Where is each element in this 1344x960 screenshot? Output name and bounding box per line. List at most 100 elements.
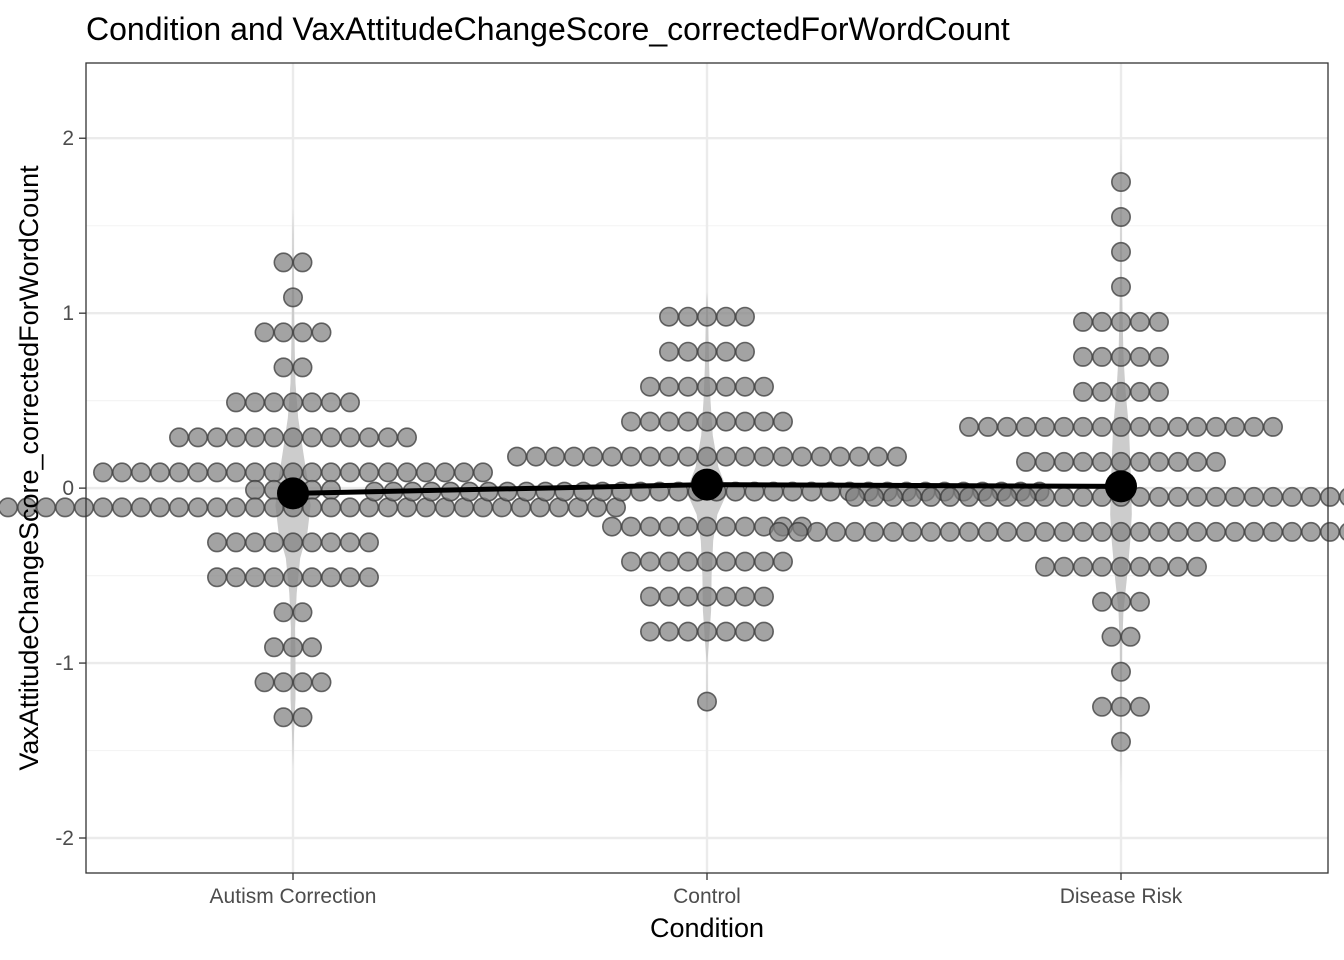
- data-point: [1073, 451, 1094, 472]
- data-point: [292, 322, 313, 343]
- data-point: [939, 486, 960, 507]
- data-point: [1101, 626, 1122, 647]
- data-point: [74, 497, 95, 518]
- data-point: [1320, 521, 1341, 542]
- data-point: [150, 462, 171, 483]
- data-point: [453, 462, 474, 483]
- data-point: [226, 567, 247, 588]
- data-point: [525, 446, 546, 467]
- data-point: [112, 497, 133, 518]
- data-point: [1092, 591, 1113, 612]
- data-point: [54, 497, 75, 518]
- data-point: [301, 567, 322, 588]
- data-point: [620, 516, 641, 537]
- data-point: [1015, 451, 1036, 472]
- data-point: [339, 532, 360, 553]
- violin-control: [686, 292, 728, 721]
- x-tick-label: Disease Risk: [1060, 885, 1183, 908]
- data-point: [535, 481, 556, 502]
- data-point: [301, 462, 322, 483]
- data-point: [254, 322, 275, 343]
- data-point: [658, 306, 679, 327]
- chart-title: Condition and VaxAttitudeChangeScore_cor…: [86, 11, 1010, 47]
- data-point: [753, 376, 774, 397]
- data-point: [320, 497, 341, 518]
- data-point: [753, 551, 774, 572]
- data-point: [292, 602, 313, 623]
- data-point: [1073, 381, 1094, 402]
- data-point: [1244, 486, 1265, 507]
- data-point: [1015, 416, 1036, 437]
- data-point: [1015, 521, 1036, 542]
- data-point: [753, 411, 774, 432]
- data-point: [753, 446, 774, 467]
- data-point: [339, 427, 360, 448]
- data-point: [863, 486, 884, 507]
- data-point: [131, 497, 152, 518]
- data-point: [1168, 521, 1189, 542]
- data-point: [263, 462, 284, 483]
- data-point: [434, 462, 455, 483]
- data-point: [620, 446, 641, 467]
- data-point: [1035, 521, 1056, 542]
- data-point: [1149, 416, 1170, 437]
- data-point: [1149, 381, 1170, 402]
- data-point: [1168, 486, 1189, 507]
- data-point: [1130, 451, 1151, 472]
- data-point: [1187, 416, 1208, 437]
- data-point: [245, 479, 266, 500]
- data-point: [169, 497, 190, 518]
- data-point: [1301, 521, 1322, 542]
- data-point: [1111, 311, 1132, 332]
- data-point: [1035, 416, 1056, 437]
- data-point: [358, 567, 379, 588]
- data-point: [867, 446, 888, 467]
- data-point: [1092, 381, 1113, 402]
- data-point: [311, 322, 332, 343]
- data-point: [254, 672, 275, 693]
- data-point: [1073, 486, 1094, 507]
- data-point: [1320, 486, 1341, 507]
- data-point: [753, 586, 774, 607]
- data-point: [1282, 521, 1303, 542]
- data-point: [320, 427, 341, 448]
- data-point: [273, 357, 294, 378]
- data-point: [1092, 451, 1113, 472]
- data-point: [901, 486, 922, 507]
- data-point: [301, 532, 322, 553]
- data-point: [1263, 486, 1284, 507]
- data-point: [1263, 416, 1284, 437]
- data-point: [825, 521, 846, 542]
- data-point: [1092, 521, 1113, 542]
- data-point: [639, 446, 660, 467]
- data-point: [415, 462, 436, 483]
- data-point: [639, 551, 660, 572]
- data-point: [1111, 731, 1132, 752]
- data-point: [131, 462, 152, 483]
- data-point: [1282, 486, 1303, 507]
- data-point: [1244, 416, 1265, 437]
- y-axis-title: VaxAttitudeChangeScore_correctedForWordC…: [14, 165, 44, 771]
- data-point: [358, 462, 379, 483]
- data-point: [753, 621, 774, 642]
- data-point: [658, 411, 679, 432]
- data-point: [339, 567, 360, 588]
- data-point: [320, 392, 341, 413]
- data-point: [658, 516, 679, 537]
- data-point: [582, 446, 603, 467]
- data-point: [677, 586, 698, 607]
- data-point: [901, 521, 922, 542]
- data-point: [320, 479, 341, 500]
- data-point: [245, 567, 266, 588]
- data-point: [245, 497, 266, 518]
- y-tick-label: 0: [62, 477, 74, 500]
- data-point: [639, 516, 660, 537]
- data-point: [301, 392, 322, 413]
- data-point: [1263, 521, 1284, 542]
- data-point: [188, 427, 209, 448]
- data-point: [245, 462, 266, 483]
- data-point: [188, 497, 209, 518]
- data-point: [844, 486, 865, 507]
- data-point: [715, 411, 736, 432]
- data-point: [273, 672, 294, 693]
